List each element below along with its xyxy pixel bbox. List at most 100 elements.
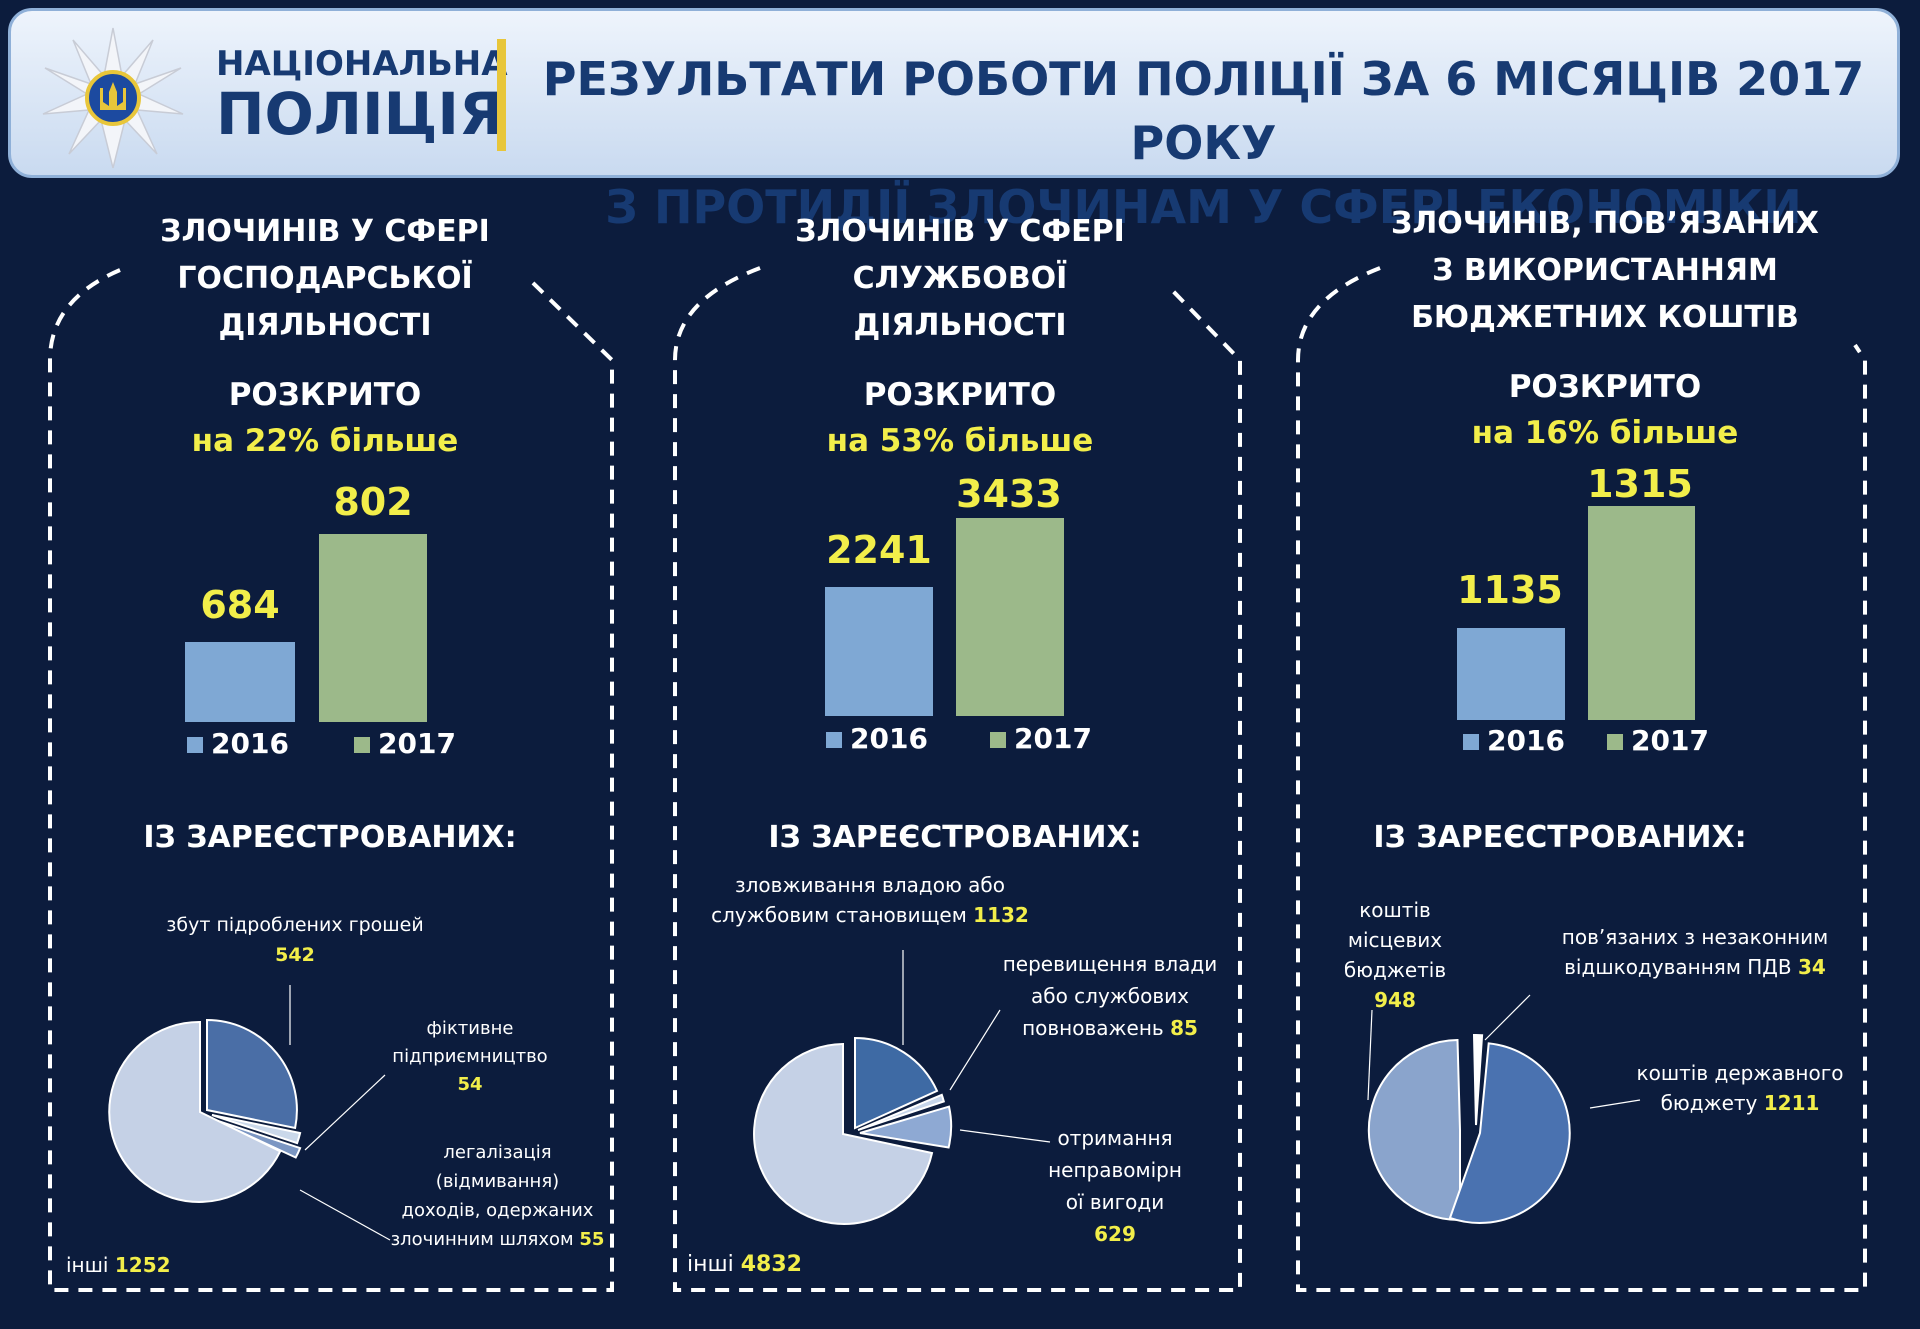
revealed-1-label: РОЗКРИТО [228,377,422,413]
pie-2-label-bribe: отримання неправомірн ої вигоди 629 [1030,1122,1200,1250]
pie-3-label-local-line2: місцевих [1347,928,1443,952]
pie-2-label-excess-line1: перевищення влади [1002,952,1218,976]
legend-swatch-2017 [1607,734,1623,750]
section-title-2: ЗЛОЧИНІВ У СФЕРІ СЛУЖБОВОЇ ДІЯЛЬНОСТІ [755,208,1165,349]
legend-3-2016-text: 2016 [1487,724,1565,757]
pie-1-label-fictitious-line2: підприємництво [392,1046,548,1067]
pie-1-slice-counterfeit [206,1018,298,1130]
legend-2-2017-text: 2017 [1014,722,1092,755]
bar-1-2016-label: 684 [200,583,280,627]
pie-2-leader-b [949,1009,1001,1091]
pie-2-label-abuse-line1: зловживання владою або [735,873,1005,897]
section-title-3-line2: З ВИКОРИСТАННЯМ [1432,253,1778,288]
pie-2-label-abuse: зловживання владою або службовим станови… [700,870,1040,930]
pie-3-label-vat-line1: пов’язаних з незаконним [1561,925,1829,949]
legend-1-2016-text: 2016 [211,727,289,760]
bar-2-2016-label: 2241 [826,528,932,572]
pie-2-slice-abuse [854,1036,939,1130]
pie-3-leader-a [1367,1009,1373,1101]
section-title-1: ЗЛОЧИНІВ У СФЕРІ ГОСПОДАРСЬКОЇ ДІЯЛЬНОСТ… [120,208,530,349]
pie-2-slice-bribe [859,1105,953,1149]
pie-2-label-bribe-value: 629 [1094,1222,1136,1246]
pie-3-label-local: коштів місцевих бюджетів 948 [1330,895,1460,1015]
revealed-2-change: на 53% більше [826,423,1094,459]
legend-3-2016: 2016 [1463,724,1565,757]
pie-3-label-vat-line2: відшкодуванням ПДВ [1564,955,1792,979]
pie-2-label-abuse-line2: службовим становищем [711,903,967,927]
bar-2-2016 [825,587,933,716]
revealed-2-label: РОЗКРИТО [863,377,1057,413]
revealed-3: РОЗКРИТО на 16% більше [1395,364,1815,456]
pie-3-label-local-value: 948 [1374,988,1416,1012]
section-title-2-line1: ЗЛОЧИНІВ У СФЕРІ [795,214,1125,249]
section-title-3: ЗЛОЧИНІВ, ПОВ’ЯЗАНИХ З ВИКОРИСТАННЯМ БЮД… [1385,200,1825,341]
pie-1-label-laundering-value: 55 [579,1229,605,1250]
panel-frame-1 [48,268,614,1292]
bar-3-2017-label: 1315 [1587,462,1693,506]
header-divider [497,39,506,151]
pie-1-leader-c [299,1189,391,1241]
pie-3-leader-c [1589,1099,1641,1109]
legend-3-2017-text: 2017 [1631,724,1709,757]
pie-1-label-fictitious-line1: фіктивне [426,1018,514,1039]
pie-1-label-other-text: інші [66,1253,109,1277]
legend-swatch-2016 [187,737,203,753]
header-banner: НАЦІОНАЛЬНА ПОЛІЦІЯ РЕЗУЛЬТАТИ РОБОТИ ПО… [8,8,1900,234]
bar-2-2017 [956,518,1064,716]
legend-1-2017: 2017 [354,727,456,760]
org-name: НАЦІОНАЛЬНА ПОЛІЦІЯ [216,47,508,143]
pie-2-label-bribe-line3: ої вигоди [1065,1190,1165,1214]
pie-2-label-other-value: 4832 [740,1252,802,1277]
pie-3-label-vat-value: 34 [1798,955,1826,979]
bar-2-2017-label: 3433 [956,472,1062,516]
pie-1-label-laundering: легалізація (відмивання) доходів, одержа… [385,1138,610,1254]
pie-3-label-state-line1: коштів державного [1636,1061,1844,1085]
legend-2-2016: 2016 [826,722,928,755]
bar-3-2016 [1457,628,1565,720]
registered-title-2: ІЗ ЗАРЕЄСТРОВАНИХ: [768,820,1142,855]
legend-3-2017: 2017 [1607,724,1709,757]
bar-1-2017 [319,534,427,722]
pie-2-label-excess-value: 85 [1170,1016,1198,1040]
pie-2-label-excess: перевищення влади або службових повноваж… [975,948,1245,1044]
pie-3-label-local-line1: коштів [1359,898,1431,922]
pie-2-slice-excess [857,1093,946,1131]
bar-1-2017-label: 802 [333,480,413,524]
pie-3-label-local-line3: бюджетів [1343,958,1447,982]
pie-1-label-laundering-line1: легалізація (відмивання) [435,1142,560,1192]
pie-2-label-bribe-line2: неправомірн [1048,1158,1182,1182]
pie-1-slice-fictitious [211,1114,302,1145]
pie-3-label-vat: пов’язаних з незаконним відшкодуванням П… [1540,922,1850,982]
registered-title-1: ІЗ ЗАРЕЄСТРОВАНИХ: [143,820,517,855]
legend-swatch-2017 [354,737,370,753]
pie-2-label-bribe-line1: отримання [1057,1126,1173,1150]
pie-1-leader-b [304,1074,386,1151]
pie-2-slice-other [753,1042,934,1225]
pie-3-label-state: коштів державного бюджету 1211 [1620,1058,1860,1118]
pie-1-label-fictitious: фіктивне підприємництво 54 [375,1015,565,1099]
pie-3-label-state-value: 1211 [1763,1091,1820,1115]
bar-3-2017 [1588,506,1695,720]
panel-frame-2 [673,266,1242,1292]
section-title-3-line3: БЮДЖЕТНИХ КОШТІВ [1411,300,1799,335]
bar-3-2016-label: 1135 [1457,568,1563,612]
pie-1-label-fictitious-value: 54 [457,1074,483,1095]
revealed-1-change: на 22% більше [191,423,459,459]
pie-2-label-excess-line3: повноважень [1022,1016,1164,1040]
section-title-1-line1: ЗЛОЧИНІВ У СФЕРІ [160,214,490,249]
org-name-line2: ПОЛІЦІЯ [216,80,504,148]
pie-2-label-other: інші 4832 [687,1250,802,1280]
pie-3-label-state-line2: бюджету [1660,1091,1758,1115]
pie-1-label-other: інші 1252 [66,1250,171,1280]
pie-3-slice-vat [1472,1033,1484,1126]
police-star-trident-icon [42,27,184,169]
legend-2-2017: 2017 [990,722,1092,755]
legend-swatch-2016 [1463,734,1479,750]
pie-2-leader-c [959,1129,1051,1143]
org-name-line1: НАЦІОНАЛЬНА [216,44,508,84]
registered-title-3: ІЗ ЗАРЕЄСТРОВАНИХ: [1373,820,1747,855]
legend-1-2016: 2016 [187,727,289,760]
legend-swatch-2016 [826,732,842,748]
